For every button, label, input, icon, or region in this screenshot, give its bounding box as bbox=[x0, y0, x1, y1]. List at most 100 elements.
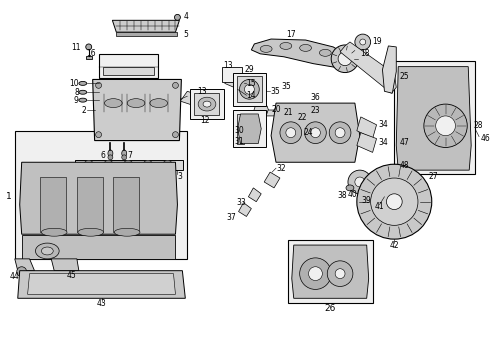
Text: 3: 3 bbox=[177, 172, 182, 181]
Polygon shape bbox=[357, 117, 376, 139]
Text: 45: 45 bbox=[67, 271, 77, 280]
Ellipse shape bbox=[300, 45, 312, 51]
Circle shape bbox=[84, 160, 94, 170]
Polygon shape bbox=[238, 114, 261, 144]
Text: 2: 2 bbox=[82, 105, 87, 114]
Ellipse shape bbox=[280, 42, 292, 49]
Bar bbox=[98, 54, 158, 78]
Circle shape bbox=[357, 164, 432, 239]
Text: 42: 42 bbox=[390, 240, 399, 249]
Text: 9: 9 bbox=[74, 96, 79, 105]
Ellipse shape bbox=[122, 150, 127, 157]
Text: 13: 13 bbox=[223, 61, 232, 70]
Polygon shape bbox=[27, 274, 175, 294]
Text: 5: 5 bbox=[183, 30, 188, 39]
Text: 21: 21 bbox=[284, 108, 294, 117]
Ellipse shape bbox=[203, 101, 211, 107]
Ellipse shape bbox=[229, 76, 237, 81]
Ellipse shape bbox=[150, 99, 168, 108]
Polygon shape bbox=[239, 203, 251, 216]
Circle shape bbox=[280, 122, 302, 144]
Text: 17: 17 bbox=[286, 30, 295, 39]
Ellipse shape bbox=[79, 98, 87, 102]
Polygon shape bbox=[266, 110, 282, 116]
Bar bbox=[113, 177, 139, 232]
Circle shape bbox=[348, 170, 371, 194]
Polygon shape bbox=[225, 73, 245, 89]
Bar bbox=[77, 177, 102, 232]
Text: 41: 41 bbox=[375, 202, 384, 211]
Circle shape bbox=[360, 39, 366, 45]
Circle shape bbox=[335, 269, 345, 279]
Text: 11: 11 bbox=[72, 44, 81, 53]
Polygon shape bbox=[18, 271, 185, 298]
Circle shape bbox=[329, 122, 351, 144]
Text: 15: 15 bbox=[246, 79, 256, 88]
Text: 7: 7 bbox=[128, 151, 133, 160]
Polygon shape bbox=[20, 162, 177, 234]
Circle shape bbox=[122, 155, 127, 160]
Polygon shape bbox=[194, 93, 219, 115]
Bar bbox=[288, 240, 372, 303]
Circle shape bbox=[424, 104, 467, 148]
Text: 18: 18 bbox=[360, 49, 369, 58]
Bar bbox=[40, 177, 66, 232]
Bar bbox=[237, 76, 262, 102]
Text: 30: 30 bbox=[235, 126, 245, 135]
Circle shape bbox=[305, 122, 326, 144]
Text: 12: 12 bbox=[200, 116, 210, 125]
Polygon shape bbox=[180, 91, 202, 106]
Text: 23: 23 bbox=[311, 107, 320, 116]
Polygon shape bbox=[286, 130, 302, 136]
Ellipse shape bbox=[346, 185, 354, 191]
Text: 24: 24 bbox=[304, 128, 313, 137]
Polygon shape bbox=[293, 108, 309, 114]
Text: 48: 48 bbox=[399, 161, 409, 170]
Bar bbox=[190, 89, 224, 119]
Polygon shape bbox=[271, 103, 360, 162]
Ellipse shape bbox=[245, 84, 254, 94]
Text: 6: 6 bbox=[100, 151, 105, 160]
Circle shape bbox=[286, 128, 296, 138]
Text: 25: 25 bbox=[399, 72, 409, 81]
Polygon shape bbox=[383, 46, 396, 93]
Polygon shape bbox=[15, 259, 34, 271]
Text: 34: 34 bbox=[379, 138, 388, 147]
Text: 8: 8 bbox=[74, 88, 79, 97]
Polygon shape bbox=[112, 20, 179, 32]
Ellipse shape bbox=[198, 97, 216, 111]
Ellipse shape bbox=[41, 228, 67, 236]
Bar bbox=[233, 73, 266, 106]
Ellipse shape bbox=[79, 81, 87, 85]
Ellipse shape bbox=[35, 243, 59, 259]
Circle shape bbox=[17, 267, 26, 276]
Circle shape bbox=[86, 44, 92, 50]
Bar bbox=[86, 56, 92, 59]
Circle shape bbox=[163, 160, 172, 170]
Ellipse shape bbox=[114, 228, 140, 236]
Circle shape bbox=[311, 128, 320, 138]
Circle shape bbox=[355, 34, 370, 50]
Text: 44: 44 bbox=[10, 272, 20, 281]
Circle shape bbox=[96, 82, 101, 88]
Circle shape bbox=[387, 194, 402, 210]
Polygon shape bbox=[264, 172, 280, 188]
Bar bbox=[222, 67, 242, 82]
Bar bbox=[233, 110, 266, 148]
Text: 22: 22 bbox=[298, 113, 307, 122]
Ellipse shape bbox=[78, 228, 103, 236]
Ellipse shape bbox=[365, 188, 374, 195]
Ellipse shape bbox=[319, 49, 331, 56]
Circle shape bbox=[355, 177, 365, 187]
Circle shape bbox=[103, 160, 113, 170]
Polygon shape bbox=[396, 67, 471, 170]
Polygon shape bbox=[248, 188, 261, 202]
Ellipse shape bbox=[79, 90, 87, 94]
Text: 39: 39 bbox=[362, 196, 371, 205]
Text: 20: 20 bbox=[271, 104, 281, 113]
Ellipse shape bbox=[127, 99, 145, 108]
Text: 16: 16 bbox=[86, 49, 96, 58]
Polygon shape bbox=[280, 115, 296, 121]
Text: 26: 26 bbox=[324, 303, 336, 312]
Circle shape bbox=[327, 261, 353, 287]
